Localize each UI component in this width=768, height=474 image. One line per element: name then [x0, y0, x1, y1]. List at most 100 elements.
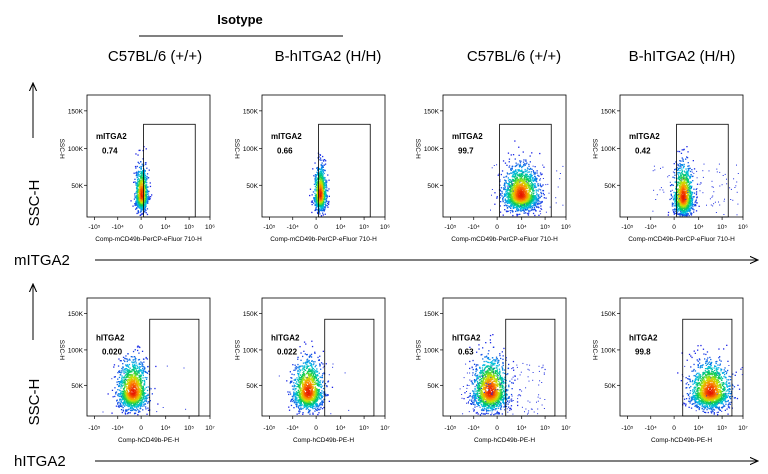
panel-r1-c3: 50K 100K 150K SSC-H -10⁵ -10⁴ 0 10⁴ 10⁵ 10⁶Comp-m…: [414, 94, 571, 243]
x-tick-label: -10⁴: [468, 224, 480, 231]
x-tick-label: 0: [495, 224, 499, 231]
y-tick-label: 50K: [246, 383, 258, 390]
gate-rectangle: [149, 318, 200, 417]
x-tick-label: 10⁷: [738, 425, 748, 432]
y-tick-label: 50K: [71, 383, 83, 390]
panel-r2-c1: 50K 100K 150K SSC-H -10⁵ -10⁴ 0 10⁴ 10⁵ 10⁷ Comp-h…: [58, 297, 215, 444]
isotype-label: Isotype: [217, 12, 263, 27]
x-tick-label: 10⁵: [184, 425, 194, 432]
y-tick-label: 50K: [427, 383, 439, 390]
x-tick-label: -10⁵: [621, 224, 633, 231]
x-axis-title: Comp-hCD49b-PE-H: [474, 437, 535, 444]
gate-percent: 0.42: [635, 147, 651, 156]
panel-r1-c2: 50K 100K 150K SSC-H -10⁵ -10⁴ 0 10⁴ 10⁵ 10⁶Comp-m…: [233, 94, 390, 243]
mitga2-x-label: mITGA2: [14, 252, 70, 269]
x-axis-title: Comp-mCD49b-PerCP-eFluor 710-H: [451, 236, 558, 243]
x-tick-label: 10⁴: [694, 425, 704, 432]
x-tick-label: 0: [139, 425, 143, 432]
ssc-label-row1: SSC-H: [26, 180, 43, 227]
x-tick-label: 0: [314, 425, 318, 432]
y-tick-label: 150K: [601, 108, 617, 115]
gate-name: hITGA2: [96, 333, 125, 342]
x-tick-label: 10⁷: [561, 425, 571, 432]
x-tick-label: -10⁴: [112, 425, 124, 432]
x-tick-label: -10⁵: [444, 224, 456, 231]
y-tick-label: 150K: [601, 311, 617, 318]
x-tick-label: 10⁴: [336, 224, 346, 231]
x-tick-label: -10⁵: [263, 224, 275, 231]
panel-r2-c4: 50K 100K 150K SSC-H -10⁵ -10⁴ 0 10⁴ 10⁵ 10⁷ Comp-h…: [591, 297, 748, 444]
y-tick-label: 100K: [68, 146, 84, 153]
gate-rectangle: [682, 318, 733, 417]
x-tick-label: 10⁴: [694, 224, 704, 231]
x-tick-label: 10⁴: [517, 425, 527, 432]
x-tick-label: 10⁵: [717, 425, 727, 432]
x-tick-label: -10⁴: [645, 425, 657, 432]
gate-percent: 0.022: [277, 348, 298, 357]
population-dots: [459, 334, 546, 416]
plot-frame: [261, 297, 386, 417]
x-axis-title: Comp-mCD49b-PerCP-eFluor 710-H: [270, 236, 377, 243]
gate-name: mITGA2: [629, 132, 660, 141]
y-axis-title: SSC-H: [414, 139, 421, 160]
x-tick-label: 10⁴: [336, 425, 346, 432]
y-tick-label: 100K: [424, 347, 440, 354]
x-axis-title: Comp-hCD49b-PE-H: [293, 437, 354, 444]
x-tick-label: -10⁴: [468, 425, 480, 432]
gate-rectangle: [676, 123, 729, 218]
gate-percent: 0.66: [277, 147, 293, 156]
panel-r1-c4: 50K 100K 150K SSC-H -10⁵ -10⁴ 0 10⁴ 10⁵ 10⁶Comp-m…: [591, 94, 748, 243]
column-header-3: C57BL/6 (+/+): [467, 48, 561, 65]
y-tick-label: 100K: [424, 146, 440, 153]
x-tick-label: 10⁵: [540, 224, 550, 231]
x-tick-label: 0: [314, 224, 318, 231]
x-tick-label: 10⁵: [359, 425, 369, 432]
x-tick-label: 10⁶: [561, 224, 571, 231]
population-dots: [102, 345, 187, 416]
x-tick-label: 10⁷: [205, 425, 215, 432]
plot-frame: [86, 297, 211, 417]
y-tick-label: 100K: [68, 347, 84, 354]
y-tick-label: 150K: [424, 108, 440, 115]
panel-r2-c2: 50K 100K 150K SSC-H -10⁵ -10⁴ 0 10⁴ 10⁵ 10⁷ Comp-h…: [233, 297, 390, 444]
gate-rectangle: [324, 318, 375, 417]
x-tick-label: 0: [672, 224, 676, 231]
y-tick-label: 150K: [68, 108, 84, 115]
x-axis-title: Comp-mCD49b-PerCP-eFluor 710-H: [95, 236, 202, 243]
x-tick-label: -10⁵: [88, 425, 100, 432]
x-tick-label: 0: [495, 425, 499, 432]
y-axis-title: SSC-H: [591, 340, 598, 361]
y-tick-label: 100K: [601, 146, 617, 153]
gate-rectangle: [143, 123, 196, 218]
population-dots: [278, 340, 350, 416]
y-tick-label: 50K: [604, 183, 616, 190]
x-tick-label: 0: [139, 224, 143, 231]
x-tick-label: 10⁵: [540, 425, 550, 432]
gate-name: mITGA2: [271, 132, 302, 141]
gate-name: hITGA2: [629, 333, 658, 342]
x-tick-label: 10⁵: [717, 224, 727, 231]
x-tick-label: 10⁶: [738, 224, 748, 231]
y-tick-label: 150K: [243, 108, 259, 115]
x-tick-label: -10⁵: [621, 425, 633, 432]
gate-percent: 0.74: [102, 147, 118, 156]
population-dots: [130, 146, 153, 216]
gate-name: mITGA2: [452, 132, 483, 141]
y-tick-label: 150K: [68, 311, 84, 318]
x-axis-title: Comp-hCD49b-PE-H: [118, 437, 179, 444]
column-header-1: C57BL/6 (+/+): [108, 48, 202, 65]
x-tick-label: 0: [672, 425, 676, 432]
x-tick-label: -10⁴: [287, 425, 299, 432]
gate-rectangle: [318, 123, 371, 218]
x-tick-label: -10⁵: [88, 224, 100, 231]
plot-frame: [619, 297, 744, 417]
panel-r2-c3: 50K 100K 150K SSC-H -10⁵ -10⁴ 0 10⁴ 10⁵ 10⁷ Comp-h…: [414, 297, 571, 444]
x-tick-label: 10⁵: [359, 224, 369, 231]
x-tick-label: -10⁵: [444, 425, 456, 432]
y-tick-label: 50K: [427, 183, 439, 190]
x-tick-label: 10⁵: [184, 224, 194, 231]
ssc-label-row2: SSC-H: [26, 379, 43, 426]
y-axis-title: SSC-H: [233, 139, 240, 160]
x-tick-label: 10⁴: [161, 425, 171, 432]
